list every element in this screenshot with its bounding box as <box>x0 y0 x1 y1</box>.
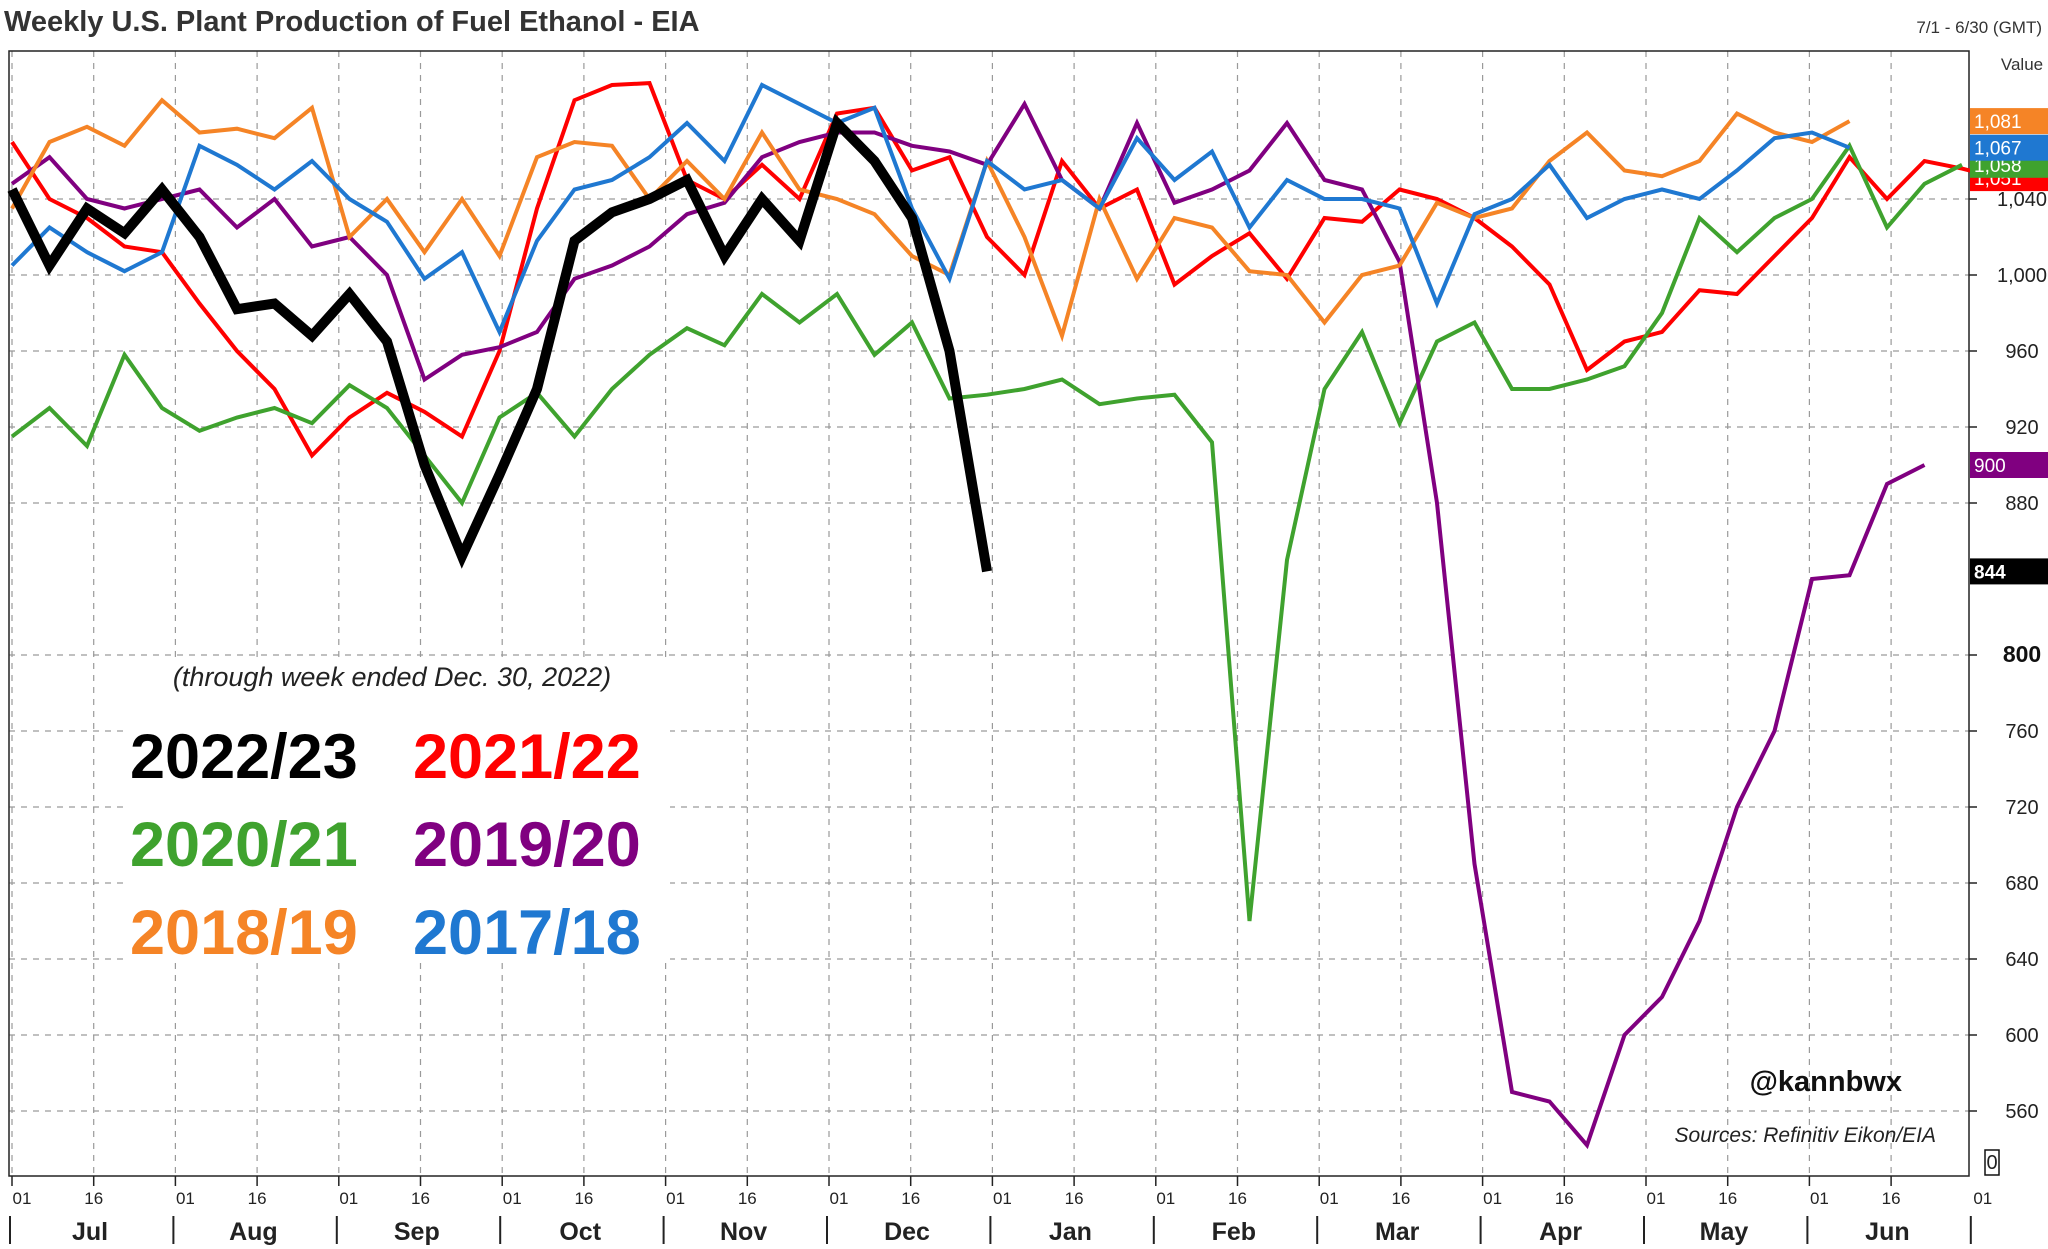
x-day-label: 01 <box>830 1189 849 1208</box>
x-day-label: 16 <box>248 1189 267 1208</box>
value-tag-label: 844 <box>1974 562 2006 583</box>
y-tick-label: 640 <box>2005 949 2038 971</box>
x-day-label: 16 <box>84 1189 103 1208</box>
date-range: 7/1 - 6/30 (GMT) <box>1916 18 2042 37</box>
x-month-label: Jul <box>72 1218 108 1246</box>
x-axis: 01 16 Jul 01 16 Aug 01 16 Sep 01 16 Oct 01 16 Nov 01 16 D… <box>9 1176 1992 1246</box>
y-axis: 560 600 640 680 720 760 800 880 920 960 1,000 1,040… <box>1969 189 2047 1176</box>
x-day-label: 01 <box>13 1189 32 1208</box>
x-day-label: 01 <box>1810 1189 1829 1208</box>
x-day-label: 16 <box>1718 1189 1737 1208</box>
x-month-label: Feb <box>1212 1218 1256 1246</box>
x-month-label: Sep <box>394 1218 440 1246</box>
x-day-label: 16 <box>738 1189 757 1208</box>
series-line-2022-23 <box>7 113 992 573</box>
x-day-label: 16 <box>574 1189 593 1208</box>
y-tick-label: 1,000 <box>1997 265 2047 287</box>
author-handle: @kannbwx <box>1750 1066 1902 1098</box>
x-month-label: Aug <box>229 1218 278 1246</box>
x-day-label: 16 <box>901 1189 920 1208</box>
legend-item: 2022/23 <box>130 722 358 792</box>
x-day-label: 01 <box>1647 1189 1666 1208</box>
legend: 2022/23 2021/22 2020/21 2019/20 2018/19 2017/… <box>130 722 641 968</box>
legend-item: 2017/18 <box>413 898 641 968</box>
y-tick-label: 880 <box>2005 493 2038 515</box>
x-day-label: 01 <box>1973 1189 1992 1208</box>
value-tag-label: 1,058 <box>1974 156 2022 177</box>
x-day-label: 01 <box>339 1189 358 1208</box>
x-day-label: 01 <box>666 1189 685 1208</box>
x-day-label: 01 <box>1320 1189 1339 1208</box>
x-day-label: 01 <box>503 1189 522 1208</box>
legend-item: 2019/20 <box>413 810 641 880</box>
series-line-2017-18 <box>10 82 1851 337</box>
chart-note: (through week ended Dec. 30, 2022) <box>173 662 611 692</box>
source-note: Sources: Refinitiv Eikon/EIA <box>1675 1124 1936 1147</box>
x-month-label: Oct <box>559 1218 601 1246</box>
y-tick-label: 600 <box>2005 1025 2038 1047</box>
y-tick-label: 560 <box>2005 1101 2038 1123</box>
legend-item: 2020/21 <box>130 810 358 880</box>
y-tick-label: 960 <box>2005 341 2038 363</box>
x-day-label: 16 <box>1555 1189 1574 1208</box>
x-day-label: 01 <box>1483 1189 1502 1208</box>
x-month-label: Nov <box>720 1218 767 1246</box>
y-tick-label: 760 <box>2005 721 2038 743</box>
x-month-label: May <box>1700 1218 1749 1246</box>
x-day-label: 16 <box>1391 1189 1410 1208</box>
x-day-label: 01 <box>993 1189 1012 1208</box>
x-day-label: 16 <box>1882 1189 1901 1208</box>
x-month-label: Dec <box>884 1218 930 1246</box>
plot-frame <box>8 50 1970 1177</box>
x-month-label: Mar <box>1375 1218 1420 1246</box>
y-tick-label: 1,040 <box>1997 189 2047 211</box>
value-tag-label: 900 <box>1974 456 2006 477</box>
legend-item: 2018/19 <box>130 898 358 968</box>
y-tick-label: 920 <box>2005 417 2038 439</box>
y-tick-label: 680 <box>2005 873 2038 895</box>
value-tag <box>1970 452 2048 478</box>
x-day-label: 01 <box>176 1189 195 1208</box>
value-tag <box>1970 558 2048 585</box>
grid <box>9 51 1969 1176</box>
value-header: Value <box>2001 55 2043 74</box>
x-day-label: 16 <box>411 1189 430 1208</box>
series-line-2021-22 <box>10 81 2000 459</box>
value-tag <box>1970 134 2048 161</box>
x-day-label: 16 <box>1065 1189 1084 1208</box>
x-month-label: Jan <box>1049 1218 1092 1246</box>
series-line-2019-20 <box>10 99 1926 1150</box>
series-line-2020-21 <box>10 141 1963 922</box>
zero-marker <box>1984 1149 2000 1176</box>
y-tick-label: 800 <box>2003 641 2041 667</box>
legend-box <box>125 657 670 960</box>
value-tag-label: 1,081 <box>1974 112 2022 133</box>
x-month-label: Apr <box>1539 1218 1582 1246</box>
y-tick-label: 720 <box>2005 797 2038 819</box>
legend-item: 2021/22 <box>413 722 641 792</box>
x-day-label: 01 <box>1156 1189 1175 1208</box>
chart-title: Weekly U.S. Plant Production of Fuel Eth… <box>4 6 700 38</box>
value-tag-label: 1,067 <box>1974 139 2022 160</box>
x-day-label: 16 <box>1228 1189 1247 1208</box>
value-tag <box>1970 108 2048 135</box>
series-lines <box>7 81 2000 1150</box>
x-month-label: Jun <box>1865 1218 1909 1246</box>
zero-label: 0 <box>1986 1152 1997 1174</box>
